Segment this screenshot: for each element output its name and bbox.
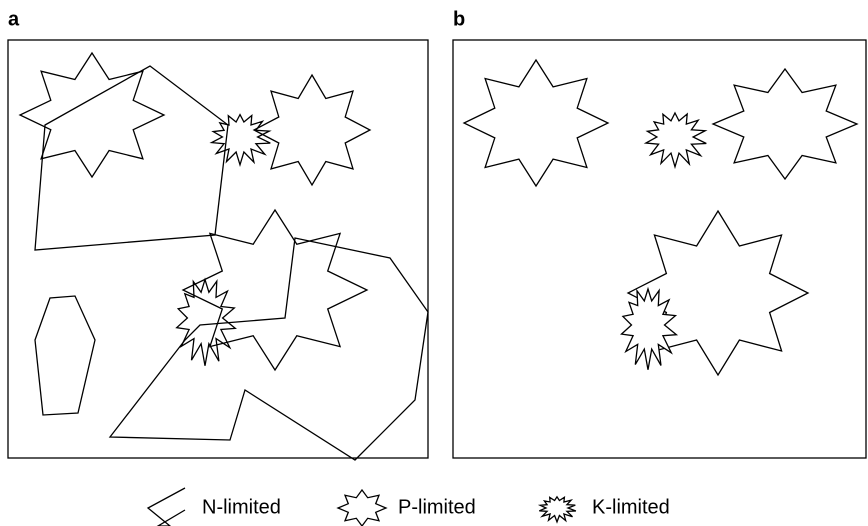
n-polygon [34, 295, 96, 416]
panel-a-shapes [18, 51, 429, 461]
p-star [462, 58, 610, 188]
panel-b-frame [452, 39, 867, 459]
k-star [643, 111, 708, 170]
p-star [626, 209, 810, 377]
legend-p-icon [336, 488, 388, 526]
k-star [175, 277, 237, 366]
p-star [181, 208, 369, 372]
panel-a-frame [7, 39, 429, 459]
k-star [620, 286, 679, 370]
legend-label: P-limited [398, 496, 476, 518]
legend-k-icon [537, 495, 577, 524]
n-polygon [34, 65, 229, 251]
legend-label: K-limited [592, 496, 670, 518]
legend-n-icon [146, 487, 186, 526]
p-star [18, 51, 166, 179]
p-star [252, 73, 372, 187]
n-polygon [108, 237, 429, 461]
panel-label: a [8, 8, 20, 30]
panel-b-shapes [462, 58, 859, 377]
panel-label: b [453, 8, 465, 30]
p-star [711, 67, 859, 181]
legend-label: N-limited [202, 496, 281, 518]
k-star [209, 113, 272, 168]
